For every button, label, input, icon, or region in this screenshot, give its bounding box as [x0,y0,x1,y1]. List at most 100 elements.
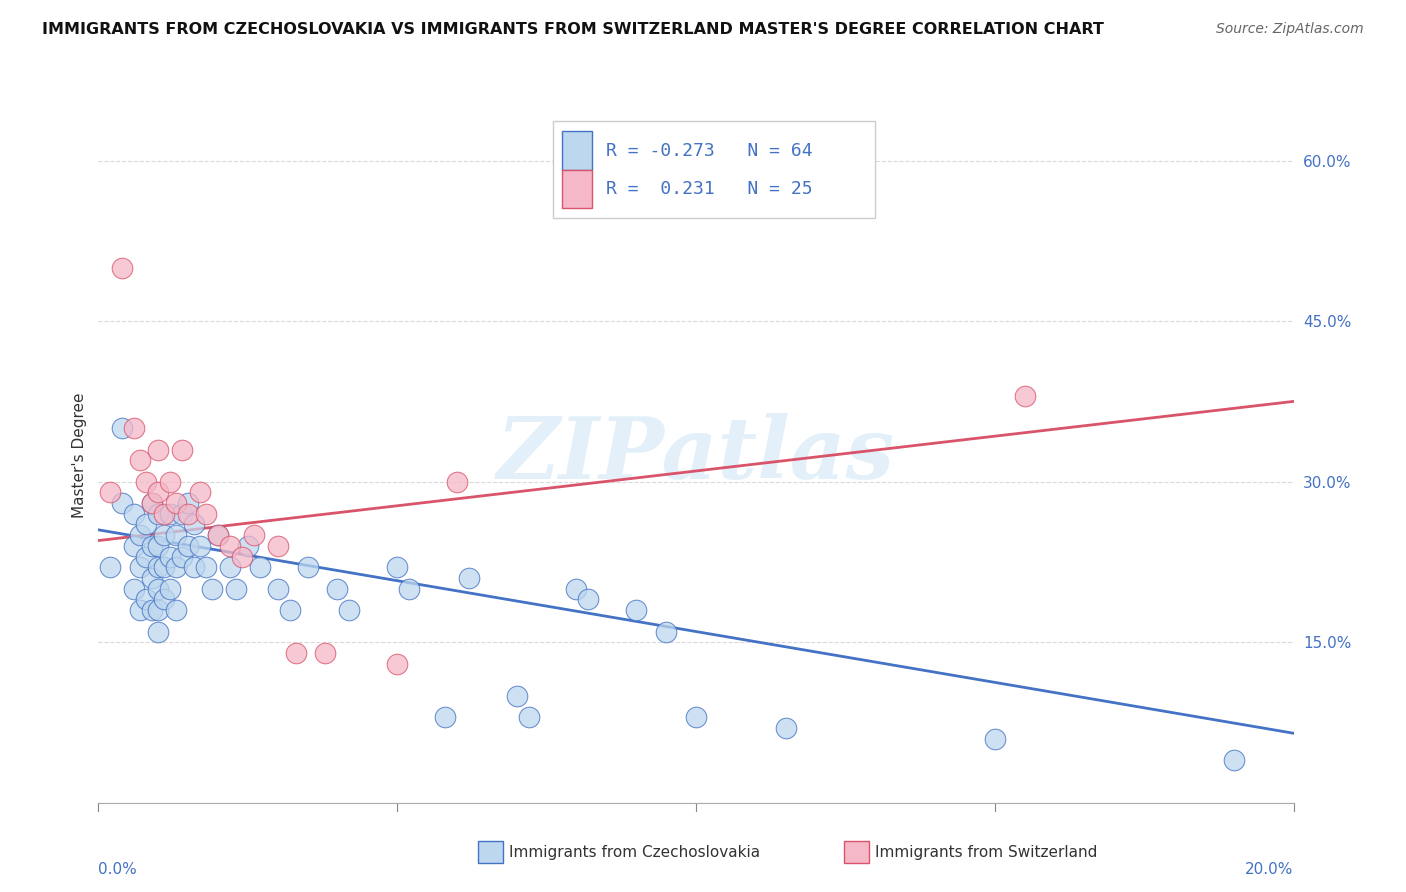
Point [159,475,181,489]
Point [236,539,259,553]
Point [148,603,170,617]
Point [141,603,163,617]
Point [278,603,301,617]
Point [153,528,176,542]
Point [177,539,200,553]
Point [135,592,157,607]
Point [129,603,152,617]
FancyBboxPatch shape [553,121,875,219]
Point [194,560,218,574]
FancyBboxPatch shape [562,131,592,169]
Point [315,646,337,660]
Point [148,442,170,457]
Point [141,496,163,510]
Point [172,507,194,521]
Point [326,582,349,596]
Point [141,496,163,510]
Point [267,582,290,596]
Point [172,442,194,457]
Point [124,421,146,435]
Point [165,496,187,510]
Point [98,560,122,574]
Point [284,646,307,660]
Text: ZIPatlas: ZIPatlas [496,413,896,497]
Point [458,571,481,585]
Point [141,571,163,585]
Point [578,592,600,607]
Point [159,507,181,521]
Text: R =  0.231   N = 25: R = 0.231 N = 25 [606,180,813,198]
Point [124,582,146,596]
Point [129,453,152,467]
Point [159,549,181,564]
Point [141,539,163,553]
Text: 0.0%: 0.0% [98,862,138,877]
Point [219,560,242,574]
Point [183,560,205,574]
Point [165,603,187,617]
Point [565,582,588,596]
Point [135,517,157,532]
Text: IMMIGRANTS FROM CZECHOSLOVAKIA VS IMMIGRANTS FROM SWITZERLAND MASTER'S DEGREE CO: IMMIGRANTS FROM CZECHOSLOVAKIA VS IMMIGR… [42,22,1104,37]
Point [177,507,200,521]
Point [177,496,200,510]
Point [385,657,409,671]
Point [129,528,152,542]
Point [148,539,170,553]
Y-axis label: Master's Degree: Master's Degree [72,392,87,517]
Point [153,592,176,607]
Point [385,560,409,574]
Point [685,710,707,724]
Point [135,549,157,564]
Point [775,721,797,735]
Point [983,731,1005,746]
Point [231,549,253,564]
Point [219,539,242,553]
Point [172,549,194,564]
Point [267,539,290,553]
Point [188,539,211,553]
Point [655,624,678,639]
Point [398,582,420,596]
Point [207,528,229,542]
Point [506,689,529,703]
Point [194,507,218,521]
Point [434,710,457,724]
Point [1223,753,1246,767]
Point [148,582,170,596]
Point [148,507,170,521]
Point [207,528,229,542]
FancyBboxPatch shape [562,169,592,208]
Point [111,260,134,275]
Point [517,710,540,724]
Point [98,485,122,500]
Point [339,603,360,617]
Point [243,528,266,542]
Point [148,560,170,574]
Text: 20.0%: 20.0% [1246,862,1294,877]
Point [188,485,211,500]
Point [201,582,224,596]
Point [111,496,134,510]
Text: Immigrants from Czechoslovakia: Immigrants from Czechoslovakia [509,846,761,860]
Point [624,603,647,617]
Point [111,421,134,435]
Point [225,582,247,596]
Point [124,539,146,553]
Point [165,528,187,542]
Point [129,560,152,574]
Point [124,507,146,521]
Point [153,560,176,574]
Text: Source: ZipAtlas.com: Source: ZipAtlas.com [1216,22,1364,37]
Point [148,485,170,500]
Point [159,582,181,596]
Point [165,560,187,574]
Point [297,560,319,574]
Text: Immigrants from Switzerland: Immigrants from Switzerland [875,846,1097,860]
Point [249,560,271,574]
Point [153,507,176,521]
Point [148,624,170,639]
Point [183,517,205,532]
Point [1014,389,1036,403]
Text: R = -0.273   N = 64: R = -0.273 N = 64 [606,142,813,160]
